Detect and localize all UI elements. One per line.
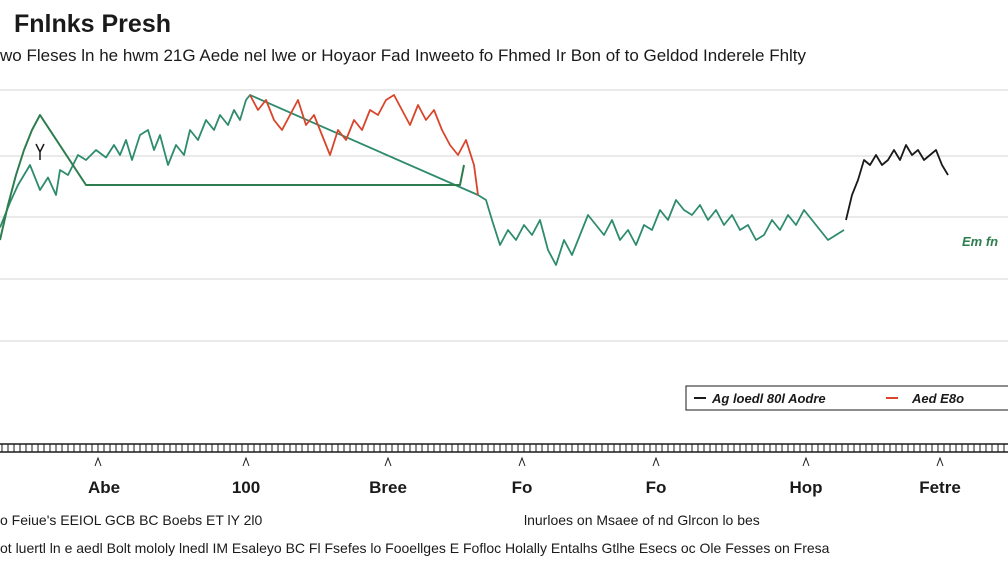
x-tick-caret <box>652 456 660 467</box>
x-tick-label: 100 <box>232 478 260 497</box>
x-tick-label: Fo <box>646 478 667 497</box>
chart-subtitle: wo Fleses ln he hwm 21G Aede nel lwe or … <box>0 46 807 65</box>
legend-entry-1: Ag loedl 80l Aodre <box>711 391 826 406</box>
x-tick-label: Abe <box>88 478 120 497</box>
x-tick-label: Fo <box>512 478 533 497</box>
x-tick-caret <box>384 456 392 467</box>
x-axis: Abe 100 Bree Fo Fo Hop Fetre <box>0 443 1008 497</box>
footer-note-left: o Feiue's EEIOL GCB BC Boebs ET lY 2l0 <box>0 512 263 528</box>
series-layer <box>0 94 949 266</box>
chart-title: Fnlnks Presh <box>14 10 171 38</box>
series-line-4 <box>0 114 465 241</box>
legend-entry-2: Aed E8o <box>911 391 964 406</box>
footer-note-right: lnurloes on Msaee of nd Glrcon lo bes <box>524 512 760 528</box>
x-tick-caret <box>94 456 102 467</box>
x-tick-label: Fetre <box>919 478 961 497</box>
grid-lines <box>0 89 1008 342</box>
x-tick-label: Bree <box>369 478 407 497</box>
x-tick-caret <box>802 456 810 467</box>
legend: Ag loedl 80l Aodre Aed E8o <box>685 385 1008 411</box>
end-label: Em fn <box>962 234 998 249</box>
x-tick-caret <box>518 456 526 467</box>
series-line-1 <box>0 94 845 266</box>
series-line-3 <box>845 144 949 221</box>
legend-box <box>685 385 1008 411</box>
x-tick-caret <box>936 456 944 467</box>
x-tick-label: Hop <box>789 478 822 497</box>
x-tick-caret <box>242 456 250 467</box>
peak-marker <box>35 143 45 160</box>
footer-source: ot luertl ln e aedl Bolt mololy lnedl IM… <box>0 540 830 556</box>
series-line-2 <box>249 94 479 196</box>
